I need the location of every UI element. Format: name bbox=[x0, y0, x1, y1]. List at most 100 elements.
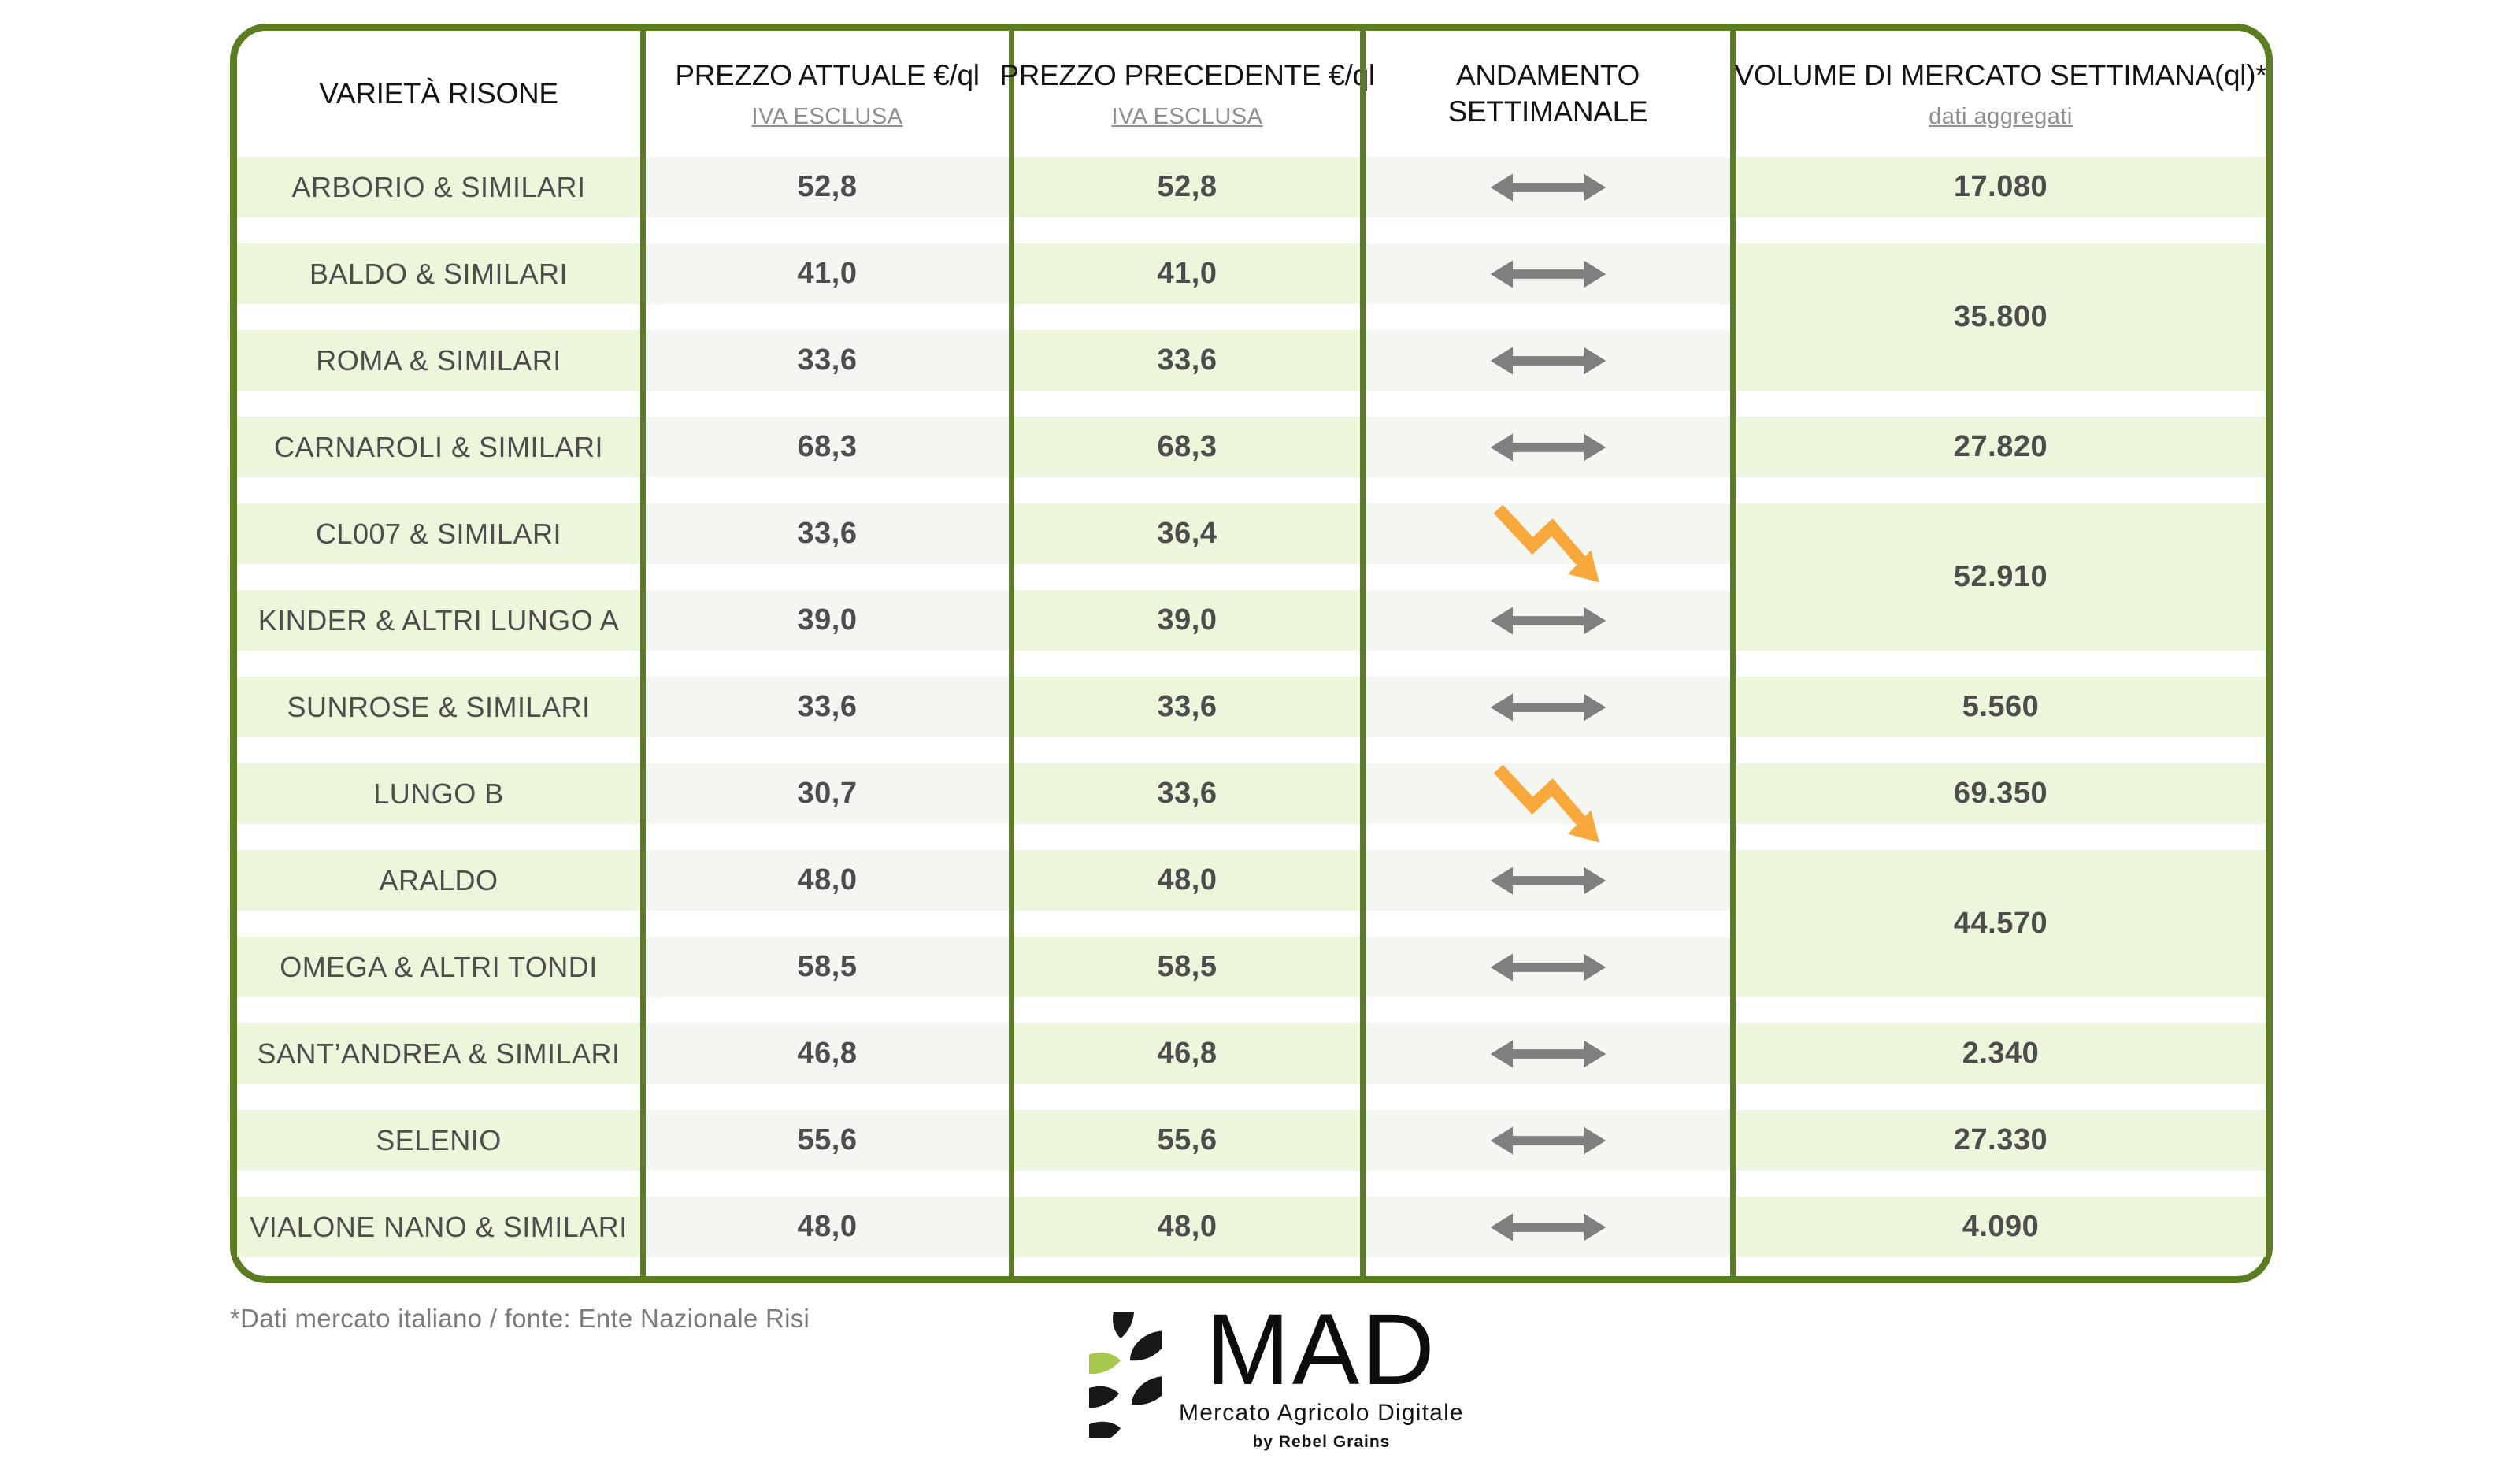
volume-value: 27.820 bbox=[1953, 430, 2048, 463]
variety-cell: LUNGO B bbox=[237, 763, 640, 824]
variety-label: OMEGA & ALTRI TONDI bbox=[280, 950, 598, 983]
variety-label: ROMA & SIMILARI bbox=[316, 343, 561, 377]
steady-arrow-icon bbox=[1490, 347, 1606, 374]
price-current-value: 55,6 bbox=[797, 1123, 858, 1156]
column-variety: VARIETÀ RISONE ARBORIO & SIMILARI BALDO &… bbox=[237, 31, 640, 1276]
vat-excluded-note: IVA ESCLUSA bbox=[1111, 103, 1263, 129]
volume-cell: 52.910 bbox=[1736, 503, 2266, 651]
steady-arrow-icon bbox=[1490, 867, 1606, 894]
price-current-cell: 33,6 bbox=[646, 330, 1009, 391]
price-current-cells: 52,8 41,0 33,6 68,3 33,6 39,0 33,6 30,7 48,0 58,5… bbox=[646, 157, 1009, 1257]
variety-label: SUNROSE & SIMILARI bbox=[287, 690, 591, 723]
price-current-cell: 41,0 bbox=[646, 243, 1009, 304]
steady-arrow-icon bbox=[1490, 607, 1606, 634]
variety-label: CARNAROLI & SIMILARI bbox=[273, 430, 604, 463]
trend-cell bbox=[1366, 330, 1730, 391]
price-previous-value: 52,8 bbox=[1157, 170, 1217, 203]
price-current-value: 48,0 bbox=[797, 863, 858, 896]
trend-cell bbox=[1366, 243, 1730, 304]
variety-cell: CARNAROLI & SIMILARI bbox=[237, 417, 640, 477]
price-current-value: 68,3 bbox=[797, 430, 858, 463]
logo-credit: by Rebel Grains bbox=[1252, 1432, 1391, 1451]
down-trend-arrow-icon bbox=[1493, 764, 1599, 843]
variety-cell: ARBORIO & SIMILARI bbox=[237, 157, 640, 217]
price-current-cell: 48,0 bbox=[646, 1197, 1009, 1257]
aggregated-data-note: dati aggregati bbox=[1929, 103, 2073, 129]
column-header-label: PREZZO PRECEDENTE €/ql bbox=[999, 59, 1375, 92]
price-previous-cell: 58,5 bbox=[1014, 937, 1360, 997]
variety-label: KINDER & ALTRI LUNGO A bbox=[258, 603, 620, 636]
steady-arrow-icon bbox=[1490, 260, 1606, 288]
volume-cell: 27.330 bbox=[1736, 1110, 2266, 1171]
column-weekly-trend: ANDAMENTO SETTIMANALE bbox=[1360, 31, 1730, 1276]
price-current-cell: 39,0 bbox=[646, 590, 1009, 651]
variety-cell: VIALONE NANO & SIMILARI bbox=[237, 1197, 640, 1257]
price-current-cell: 46,8 bbox=[646, 1023, 1009, 1084]
variety-cell: BALDO & SIMILARI bbox=[237, 243, 640, 304]
volume-cell: 4.090 bbox=[1736, 1197, 2266, 1257]
price-current-cell: 33,6 bbox=[646, 503, 1009, 564]
rice-price-table: VARIETÀ RISONE ARBORIO & SIMILARI BALDO &… bbox=[230, 24, 2273, 1283]
price-previous-value: 33,6 bbox=[1157, 690, 1217, 723]
volume-cell: 35.800 bbox=[1736, 243, 2266, 391]
price-previous-value: 55,6 bbox=[1157, 1123, 1217, 1156]
source-note: *Dati mercato italiano / fonte: Ente Naz… bbox=[230, 1304, 810, 1333]
column-price-previous: PREZZO PRECEDENTE €/ql IVA ESCLUSA 52,8 4… bbox=[999, 31, 1375, 1276]
steady-arrow-icon bbox=[1490, 433, 1606, 461]
column-header-label: ANDAMENTO SETTIMANALE bbox=[1447, 58, 1648, 128]
volume-cell: 69.350 bbox=[1736, 763, 2266, 824]
price-current-value: 48,0 bbox=[797, 1210, 858, 1243]
variety-label: VIALONE NANO & SIMILARI bbox=[250, 1210, 628, 1243]
price-previous-value: 48,0 bbox=[1157, 863, 1217, 896]
price-previous-cell: 48,0 bbox=[1014, 850, 1360, 911]
variety-cell: OMEGA & ALTRI TONDI bbox=[237, 937, 640, 997]
volume-cell: 17.080 bbox=[1736, 157, 2266, 217]
variety-cell: SELENIO bbox=[237, 1110, 640, 1171]
price-previous-cell: 36,4 bbox=[1014, 503, 1360, 564]
price-current-cell: 48,0 bbox=[646, 850, 1009, 911]
price-current-value: 52,8 bbox=[797, 170, 858, 203]
trend-cell bbox=[1366, 677, 1730, 737]
price-previous-value: 48,0 bbox=[1157, 1210, 1217, 1243]
variety-label: ARALDO bbox=[379, 863, 498, 896]
variety-label: LUNGO B bbox=[373, 777, 504, 810]
trend-cell bbox=[1366, 503, 1730, 583]
price-current-value: 33,6 bbox=[797, 517, 858, 550]
steady-arrow-icon bbox=[1490, 693, 1606, 721]
variety-label: ARBORIO & SIMILARI bbox=[291, 170, 586, 203]
price-previous-value: 41,0 bbox=[1157, 257, 1217, 290]
price-current-value: 58,5 bbox=[797, 950, 858, 983]
steady-arrow-icon bbox=[1490, 953, 1606, 981]
price-previous-cell: 39,0 bbox=[1014, 590, 1360, 651]
variety-label: BALDO & SIMILARI bbox=[309, 257, 569, 290]
column-market-volume: VOLUME DI MERCATO SETTIMANA(ql)* dati ag… bbox=[1730, 31, 2267, 1276]
steady-arrow-icon bbox=[1490, 1040, 1606, 1067]
logo-tagline: Mercato Agricolo Digitale bbox=[1179, 1399, 1464, 1426]
price-previous-value: 68,3 bbox=[1157, 430, 1217, 463]
trend-cells bbox=[1366, 157, 1730, 1257]
volume-value: 69.350 bbox=[1953, 777, 2048, 810]
volume-value: 35.800 bbox=[1953, 300, 2048, 333]
logo-brand-text: MAD bbox=[1206, 1293, 1437, 1406]
variety-cell: SUNROSE & SIMILARI bbox=[237, 677, 640, 737]
price-current-value: 41,0 bbox=[797, 257, 858, 290]
trend-cell bbox=[1366, 1110, 1730, 1171]
price-previous-cell: 68,3 bbox=[1014, 417, 1360, 477]
volume-value: 44.570 bbox=[1953, 907, 2048, 940]
column-header-label: PREZZO ATTUALE €/ql bbox=[675, 59, 980, 92]
trend-cell bbox=[1366, 1023, 1730, 1084]
price-current-value: 33,6 bbox=[797, 343, 858, 377]
volume-value: 27.330 bbox=[1953, 1123, 2048, 1156]
trend-cell bbox=[1366, 1197, 1730, 1257]
mad-logo: MAD Mercato Agricolo Digitale by Rebel G… bbox=[1089, 1293, 1464, 1452]
price-previous-cell: 52,8 bbox=[1014, 157, 1360, 217]
steady-arrow-icon bbox=[1490, 1126, 1606, 1154]
price-previous-cell: 33,6 bbox=[1014, 677, 1360, 737]
volume-cell: 5.560 bbox=[1736, 677, 2266, 737]
price-current-cell: 52,8 bbox=[646, 157, 1009, 217]
volume-cell: 27.820 bbox=[1736, 417, 2266, 477]
variety-cells: ARBORIO & SIMILARI BALDO & SIMILARI ROMA &… bbox=[237, 157, 640, 1257]
price-previous-value: 33,6 bbox=[1157, 777, 1217, 810]
trend-cell bbox=[1366, 157, 1730, 217]
trend-cell bbox=[1366, 763, 1730, 843]
